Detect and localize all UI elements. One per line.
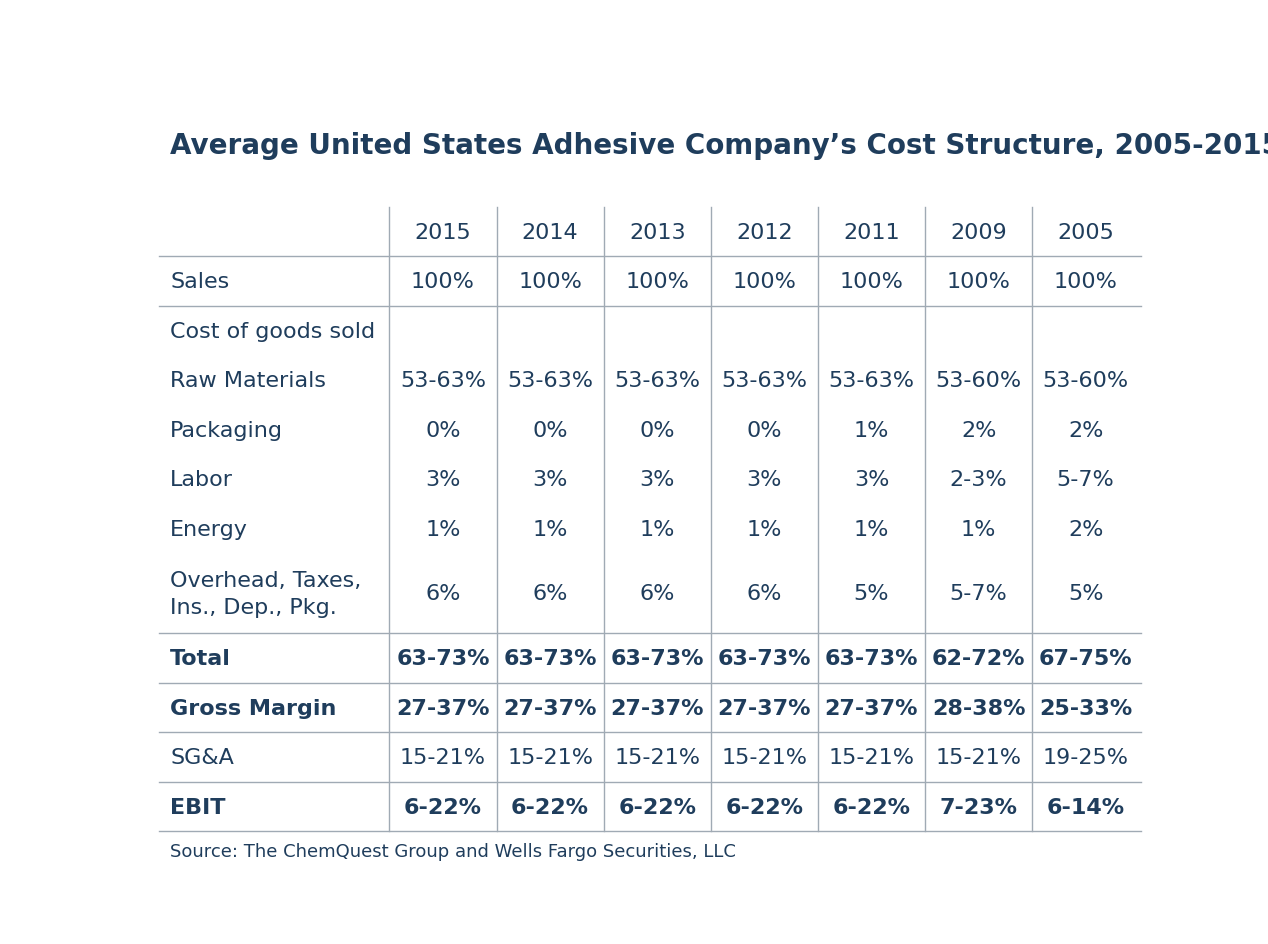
Text: 2%: 2%	[1068, 420, 1103, 440]
Text: 0%: 0%	[747, 420, 782, 440]
Text: 5%: 5%	[853, 583, 889, 604]
Text: 15-21%: 15-21%	[936, 748, 1022, 767]
Text: 6%: 6%	[639, 583, 675, 604]
Text: Source: The ChemQuest Group and Wells Fargo Securities, LLC: Source: The ChemQuest Group and Wells Fa…	[170, 842, 737, 860]
Text: Average United States Adhesive Company’s Cost Structure, 2005-2015: Average United States Adhesive Company’s…	[170, 131, 1268, 160]
Text: 53-60%: 53-60%	[936, 371, 1022, 391]
Text: 7-23%: 7-23%	[940, 797, 1017, 817]
Text: Packaging: Packaging	[170, 420, 283, 440]
Text: 63-73%: 63-73%	[610, 649, 704, 668]
Text: Total: Total	[170, 649, 231, 668]
Text: Cost of goods sold: Cost of goods sold	[170, 321, 375, 342]
Text: 2-3%: 2-3%	[950, 469, 1007, 490]
Text: 3%: 3%	[747, 469, 782, 490]
Text: 25-33%: 25-33%	[1038, 698, 1132, 717]
Text: 5-7%: 5-7%	[950, 583, 1008, 604]
Text: 3%: 3%	[425, 469, 460, 490]
Text: 27-37%: 27-37%	[610, 698, 704, 717]
Text: 2012: 2012	[735, 223, 792, 243]
Text: Energy: Energy	[170, 519, 249, 539]
Text: 53-63%: 53-63%	[721, 371, 808, 391]
Text: 100%: 100%	[519, 272, 582, 292]
Text: 2009: 2009	[950, 223, 1007, 243]
Text: 100%: 100%	[625, 272, 689, 292]
Text: 100%: 100%	[839, 272, 903, 292]
Text: 53-63%: 53-63%	[507, 371, 593, 391]
Text: 6-22%: 6-22%	[619, 797, 696, 817]
Text: Sales: Sales	[170, 272, 230, 292]
Text: 2011: 2011	[843, 223, 900, 243]
Text: 6-22%: 6-22%	[725, 797, 804, 817]
Text: 15-21%: 15-21%	[721, 748, 808, 767]
Text: 0%: 0%	[425, 420, 460, 440]
Text: 0%: 0%	[533, 420, 568, 440]
Text: Raw Materials: Raw Materials	[170, 371, 326, 391]
Text: 1%: 1%	[747, 519, 782, 539]
Text: 3%: 3%	[639, 469, 675, 490]
Text: 63-73%: 63-73%	[718, 649, 812, 668]
Text: 1%: 1%	[853, 519, 889, 539]
Text: 62-72%: 62-72%	[932, 649, 1026, 668]
Text: 53-60%: 53-60%	[1042, 371, 1129, 391]
Text: Gross Margin: Gross Margin	[170, 698, 337, 717]
Text: 6-22%: 6-22%	[404, 797, 482, 817]
Text: 100%: 100%	[733, 272, 796, 292]
Text: 1%: 1%	[533, 519, 568, 539]
Text: 6%: 6%	[425, 583, 460, 604]
Text: 19-25%: 19-25%	[1042, 748, 1129, 767]
Text: 2014: 2014	[522, 223, 578, 243]
Text: 1%: 1%	[961, 519, 997, 539]
Text: 6-14%: 6-14%	[1046, 797, 1125, 817]
Text: 53-63%: 53-63%	[828, 371, 914, 391]
Text: 15-21%: 15-21%	[399, 748, 486, 767]
Text: 53-63%: 53-63%	[614, 371, 700, 391]
Text: 53-63%: 53-63%	[399, 371, 486, 391]
Text: 100%: 100%	[947, 272, 1011, 292]
Text: 67-75%: 67-75%	[1038, 649, 1132, 668]
Text: Overhead, Taxes,
Ins., Dep., Pkg.: Overhead, Taxes, Ins., Dep., Pkg.	[170, 570, 361, 617]
Text: 27-37%: 27-37%	[718, 698, 812, 717]
Text: 63-73%: 63-73%	[503, 649, 597, 668]
Text: 27-37%: 27-37%	[503, 698, 597, 717]
Text: 6-22%: 6-22%	[833, 797, 910, 817]
Text: 2015: 2015	[415, 223, 472, 243]
Text: 63-73%: 63-73%	[396, 649, 489, 668]
Text: 5%: 5%	[1068, 583, 1103, 604]
Text: 5-7%: 5-7%	[1056, 469, 1115, 490]
Text: 6%: 6%	[747, 583, 782, 604]
Text: 2%: 2%	[961, 420, 997, 440]
Text: 6-22%: 6-22%	[511, 797, 590, 817]
Text: SG&A: SG&A	[170, 748, 235, 767]
Text: Labor: Labor	[170, 469, 233, 490]
Text: EBIT: EBIT	[170, 797, 226, 817]
Text: 2%: 2%	[1068, 519, 1103, 539]
Text: 100%: 100%	[1054, 272, 1117, 292]
Text: 28-38%: 28-38%	[932, 698, 1026, 717]
Text: 63-73%: 63-73%	[824, 649, 918, 668]
Text: 100%: 100%	[411, 272, 476, 292]
Text: 6%: 6%	[533, 583, 568, 604]
Text: 2005: 2005	[1058, 223, 1115, 243]
Text: 2013: 2013	[629, 223, 686, 243]
Text: 3%: 3%	[853, 469, 889, 490]
Text: 0%: 0%	[639, 420, 675, 440]
Text: 15-21%: 15-21%	[828, 748, 914, 767]
Text: 27-37%: 27-37%	[396, 698, 489, 717]
Text: 1%: 1%	[639, 519, 675, 539]
Text: 15-21%: 15-21%	[507, 748, 593, 767]
Text: 1%: 1%	[425, 519, 460, 539]
Text: 3%: 3%	[533, 469, 568, 490]
Text: 15-21%: 15-21%	[614, 748, 700, 767]
Text: 27-37%: 27-37%	[824, 698, 918, 717]
Text: 1%: 1%	[853, 420, 889, 440]
